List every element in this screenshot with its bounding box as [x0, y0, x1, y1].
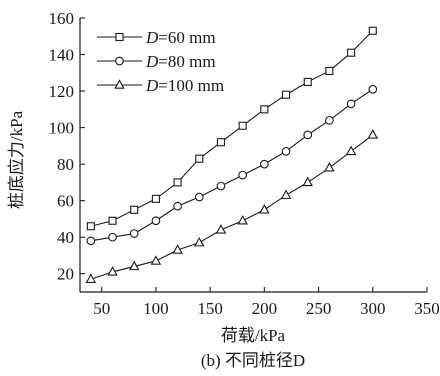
legend-label: D=80 mm — [145, 52, 216, 71]
data-point — [303, 77, 312, 86]
data-point — [259, 204, 270, 214]
series-triangle — [85, 129, 379, 283]
x-tick-label: 200 — [252, 299, 278, 318]
data-point — [173, 178, 182, 187]
y-tick-label: 20 — [57, 265, 74, 284]
x-tick-label: 150 — [197, 299, 223, 318]
data-point — [345, 145, 357, 156]
data-point — [368, 84, 378, 94]
data-point — [172, 244, 183, 254]
legend: D=60 mm D=80 mm D=100 mm — [97, 28, 224, 95]
data-point — [238, 170, 248, 180]
data-point — [85, 273, 97, 283]
x-tick-label: 350 — [414, 299, 440, 318]
data-point — [173, 201, 182, 211]
x-tick-label: 300 — [360, 299, 386, 318]
data-point — [128, 260, 140, 271]
data-point — [108, 232, 117, 242]
data-point — [194, 192, 204, 202]
y-axis-label: 桩底应力/kPa — [7, 110, 26, 209]
data-point — [347, 48, 356, 57]
data-point — [129, 229, 139, 238]
data-point — [86, 236, 96, 246]
data-point — [216, 181, 226, 191]
y-axis-ticks: 20 40 60 80 100 120 140 160 — [49, 9, 85, 284]
data-point — [238, 121, 247, 130]
data-point — [130, 205, 139, 214]
data-point — [195, 154, 204, 163]
data-point — [151, 216, 161, 226]
legend-marker — [115, 32, 124, 42]
x-tick-label: 250 — [306, 299, 332, 318]
series-layer — [85, 26, 379, 283]
data-point — [325, 66, 334, 76]
legend-item: D=60 mm — [97, 28, 216, 47]
data-point — [151, 194, 160, 203]
data-point — [86, 222, 95, 231]
data-point — [194, 236, 205, 247]
data-point — [367, 129, 379, 139]
x-axis-ticks: 50 100 150 200 250 300 350 — [93, 287, 440, 318]
legend-item: D=100 mm — [97, 76, 224, 95]
data-point — [260, 105, 269, 114]
x-tick-label: 50 — [93, 299, 110, 318]
y-tick-label: 80 — [57, 155, 74, 174]
data-point — [303, 130, 313, 140]
y-tick-label: 60 — [57, 192, 74, 211]
series-line — [90, 30, 374, 227]
y-tick-label: 120 — [49, 82, 75, 101]
x-tick-label: 100 — [143, 299, 169, 318]
data-point — [108, 216, 117, 225]
data-point — [150, 255, 162, 265]
y-tick-label: 160 — [49, 9, 75, 28]
data-point — [368, 26, 377, 35]
data-point — [324, 162, 335, 172]
series-square — [86, 26, 377, 231]
legend-marker — [114, 79, 125, 89]
series-circle — [86, 84, 378, 246]
figure-caption: (b) 不同桩径D — [201, 351, 305, 370]
legend-marker — [115, 56, 124, 66]
y-tick-label: 140 — [49, 46, 75, 65]
legend-item: D=80 mm — [97, 52, 216, 71]
data-point — [107, 266, 118, 276]
data-point — [281, 90, 291, 99]
legend-label: D=60 mm — [145, 28, 216, 47]
data-point — [215, 224, 227, 234]
y-tick-label: 40 — [57, 228, 74, 247]
data-point — [281, 146, 291, 156]
data-point — [216, 138, 226, 147]
y-tick-label: 100 — [49, 119, 75, 138]
plot-frame — [79, 18, 427, 293]
data-point — [325, 115, 334, 125]
data-point — [280, 189, 292, 199]
legend-label: D=100 mm — [145, 76, 224, 95]
x-axis-label: 荷载/kPa — [221, 326, 286, 345]
data-point — [302, 176, 313, 187]
data-point — [259, 159, 269, 169]
data-point — [346, 99, 356, 109]
data-point — [237, 215, 248, 225]
